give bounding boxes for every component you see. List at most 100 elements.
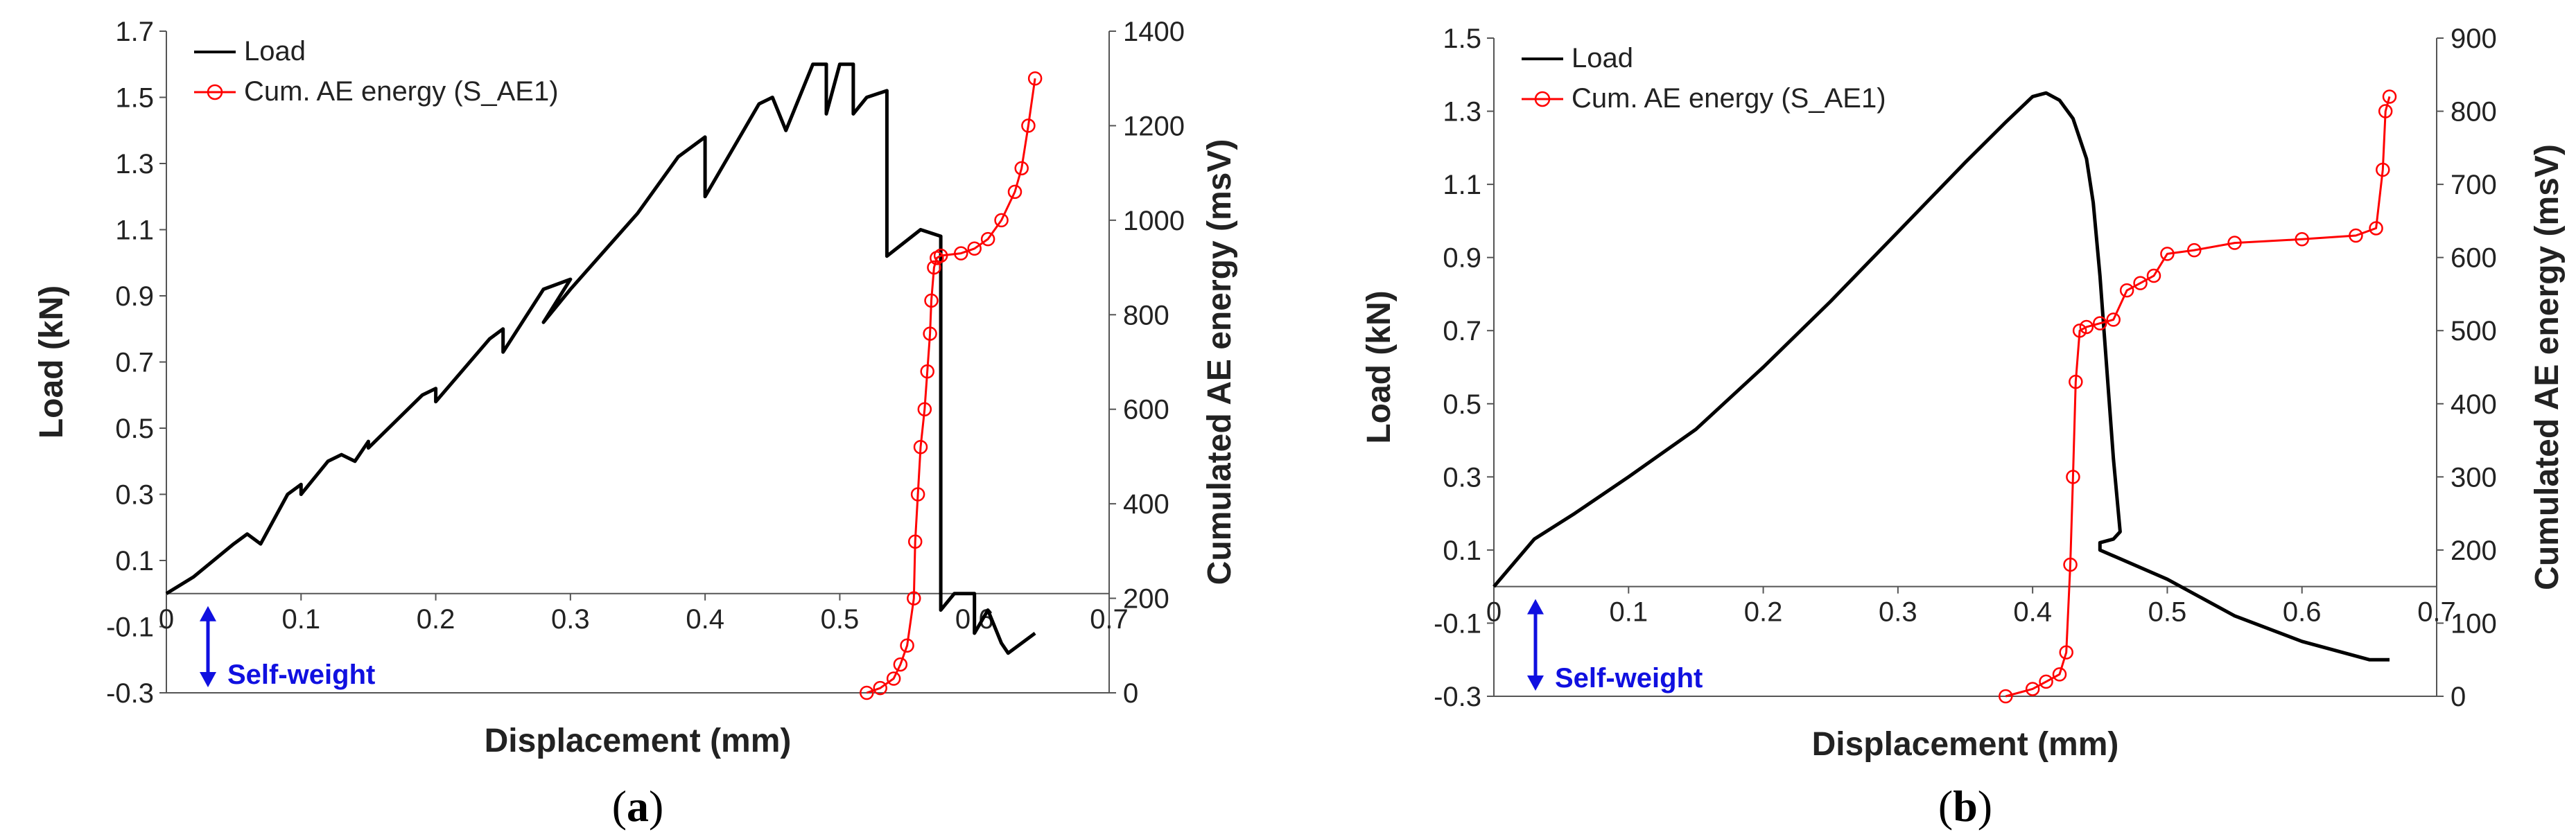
ae-energy-point [980, 231, 995, 247]
ae-energy-point [2119, 283, 2134, 298]
ae-energy-point [1007, 184, 1022, 200]
ae-energy-point [1027, 71, 1043, 86]
legend-ae-label: Cum. AE energy (S_AE1) [244, 76, 559, 107]
legend-load-label: Load [1572, 43, 1633, 73]
panel-label-close: ) [1978, 781, 1992, 831]
ae-energy-point [2106, 312, 2121, 327]
panel-label-letter: a [627, 781, 649, 831]
y2-tick-label: 900 [2451, 24, 2497, 54]
ae-energy-point [2059, 645, 2073, 660]
x-tick-label: 0.5 [821, 604, 860, 635]
panel-label: (b) [1938, 781, 1992, 831]
ae-energy-point [860, 685, 874, 700]
y2-tick-label: 200 [1123, 584, 1169, 615]
y-tick-label: 1.5 [1443, 24, 1481, 54]
y-tick-label: 1.3 [1443, 97, 1481, 127]
ae-energy-point [2069, 374, 2083, 389]
self-weight-arrow-down-icon [1527, 675, 1544, 691]
y-tick-label: 1.5 [115, 83, 154, 114]
ae-energy-point [873, 680, 887, 696]
ae-energy-point [2093, 316, 2107, 330]
ae-energy-point [2079, 319, 2094, 335]
y-tick-label: -0.3 [1434, 682, 1481, 712]
ae-energy-point [2133, 276, 2148, 290]
panel-label-open: ( [1938, 781, 1953, 831]
ae-energy-point [917, 402, 932, 416]
y-tick-label: -0.1 [106, 612, 154, 643]
ae-energy-point [967, 241, 982, 256]
x-tick-label: 0.1 [1609, 597, 1648, 628]
x-tick-label: 0.4 [2013, 597, 2052, 628]
x-tick-label: 0.2 [417, 604, 455, 635]
ae-energy-point [2160, 247, 2175, 261]
ae-energy-point [2295, 232, 2309, 247]
legend-ae-swatch-marker [207, 84, 223, 100]
y2-tick-label: 400 [2451, 389, 2497, 420]
x-tick-label: 0 [159, 604, 174, 635]
ae-energy-point [2072, 323, 2087, 338]
ae-energy-point [2349, 228, 2363, 243]
ae-energy-point [2382, 89, 2397, 104]
y-tick-label: 0.7 [115, 348, 154, 378]
y2-tick-label: 400 [1123, 489, 1169, 520]
load-line [1492, 91, 2390, 662]
ae-energy-point [924, 293, 939, 308]
x-tick-label: 0.3 [1879, 597, 1917, 628]
ae-energy-point [1014, 161, 1029, 176]
y2-tick-label: 0 [2451, 682, 2466, 712]
y2-axis-title: Cumulated AE energy (msV) [1201, 139, 1238, 585]
self-weight-label: Self-weight [227, 660, 375, 690]
y-tick-label: 0.5 [1443, 389, 1481, 420]
y2-tick-label: 1000 [1123, 206, 1185, 236]
ae-energy-point [2063, 557, 2078, 572]
y2-tick-label: 1400 [1123, 17, 1185, 47]
ae-energy-point [2066, 470, 2080, 484]
ae-energy-point [913, 440, 928, 454]
chart-a: -0.3 -0.1 0.1 0.3 0.5 0.7 0.9 1.1 1.3 1.5 1.7 0 200 4… [33, 17, 1238, 831]
y-tick-label: 0.1 [1443, 536, 1481, 566]
ae-energy-point [2146, 268, 2161, 283]
x-tick-label: 0.7 [1090, 604, 1129, 635]
y2-tick-label: 1200 [1123, 111, 1185, 141]
self-weight-arrow-down-icon [200, 672, 216, 687]
x-tick-label: 0.7 [2417, 597, 2456, 628]
ae-energy-point [954, 246, 968, 260]
y-tick-label: 1.7 [115, 17, 154, 47]
ae-energy-point [2039, 674, 2053, 689]
x-tick-label: 0.1 [281, 604, 320, 635]
ae-energy-line [866, 78, 1036, 694]
y-tick-label: 1.1 [1443, 170, 1481, 200]
ae-energy-point [900, 638, 914, 653]
x-tick-label: 0.4 [686, 604, 724, 635]
panel-label-open: ( [612, 781, 627, 831]
y-tick-label: 0.5 [115, 414, 154, 444]
ae-energy-point [994, 213, 1009, 228]
x-tick-label: 0.3 [551, 604, 590, 635]
x-axis-title: Displacement (mm) [1812, 726, 2119, 763]
y-tick-label: 0.7 [1443, 316, 1481, 346]
ae-energy-point [2227, 236, 2242, 250]
y-axis-title: Load (kN) [1361, 290, 1398, 443]
y2-tick-label: 600 [1123, 395, 1169, 425]
x-tick-label: 0 [1486, 597, 1502, 628]
y2-tick-label: 100 [2451, 608, 2497, 639]
panel-label: (a) [612, 781, 664, 831]
load-line [165, 62, 1036, 655]
ae-energy-point [2052, 667, 2067, 682]
ae-energy-point [923, 326, 937, 341]
x-tick-label: 0.5 [2148, 597, 2187, 628]
self-weight-label: Self-weight [1555, 663, 1703, 694]
ae-energy-point [1999, 689, 2013, 704]
y2-tick-label: 300 [2451, 462, 2497, 493]
ae-energy-point [2369, 221, 2383, 236]
y2-tick-label: 700 [2451, 170, 2497, 200]
y-tick-label: -0.1 [1434, 608, 1481, 639]
x-tick-label: 0.6 [2283, 597, 2322, 628]
y-tick-label: 0.3 [115, 480, 154, 511]
y2-tick-label: 0 [1123, 678, 1138, 709]
ae-energy-point [2378, 104, 2393, 118]
self-weight-arrow-up-icon [200, 606, 216, 621]
ae-energy-point [907, 534, 923, 549]
ae-energy-point [2376, 162, 2390, 177]
ae-energy-point [927, 260, 941, 275]
